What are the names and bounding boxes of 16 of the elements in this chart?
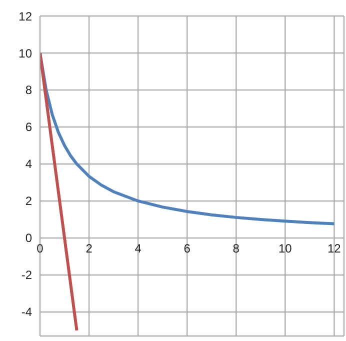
x-tick-label: 8 xyxy=(232,242,240,256)
x-tick-label: 2 xyxy=(86,242,93,256)
x-tick-label: 4 xyxy=(134,242,142,256)
y-tick-label: 2 xyxy=(25,194,32,208)
y-tick-label: 0 xyxy=(25,231,32,246)
y-tick-label: 8 xyxy=(25,83,32,98)
x-tick-label: 12 xyxy=(328,242,342,256)
y-tick-label: 6 xyxy=(25,120,32,134)
y-tick-label: 4 xyxy=(25,157,32,172)
x-tick-label: 0 xyxy=(36,242,44,256)
x-tick-label: 6 xyxy=(184,242,191,256)
y-tick-label: -4 xyxy=(21,305,32,320)
x-tick-label: 10 xyxy=(278,242,292,256)
y-tick-label: 12 xyxy=(18,9,32,24)
y-tick-label: 10 xyxy=(18,46,32,60)
y-tick-label: -2 xyxy=(21,268,32,282)
